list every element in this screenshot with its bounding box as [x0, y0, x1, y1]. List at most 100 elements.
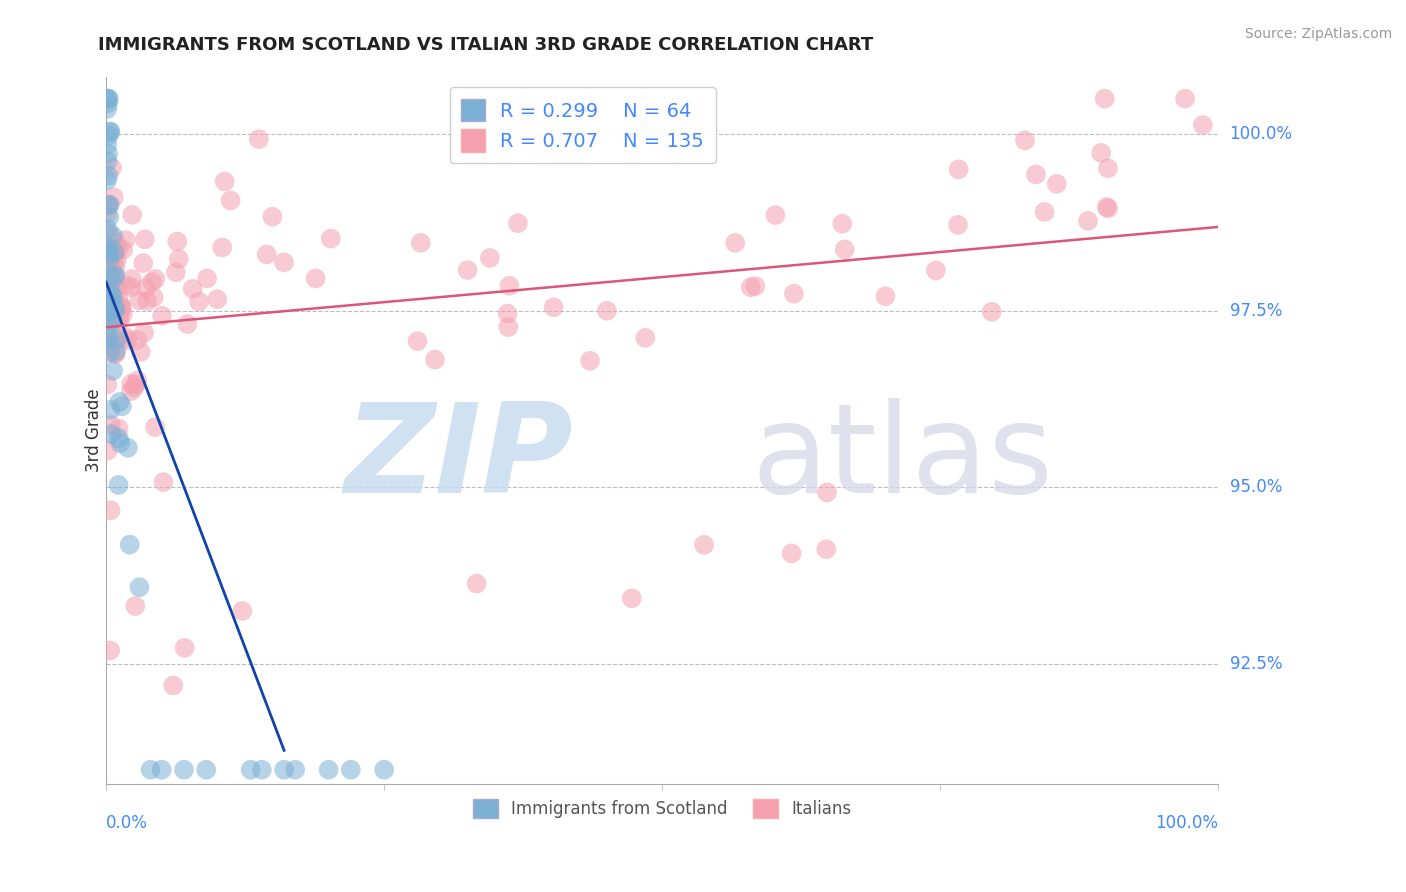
Point	[1077, 214, 1099, 228]
Point	[108, 395, 131, 409]
Point	[114, 233, 136, 247]
Legend: Immigrants from Scotland, Italians: Immigrants from Scotland, Italians	[467, 792, 858, 825]
Text: Source: ZipAtlas.com: Source: ZipAtlas.com	[1244, 27, 1392, 41]
Point	[104, 244, 127, 258]
Point	[128, 580, 150, 594]
Point	[97, 443, 120, 458]
Point	[104, 303, 127, 318]
Point	[834, 243, 856, 257]
Point	[143, 420, 166, 434]
Point	[318, 763, 340, 777]
Point	[1097, 201, 1119, 215]
Point	[117, 333, 139, 347]
Point	[107, 478, 129, 492]
Point	[100, 427, 122, 442]
Point	[110, 436, 132, 450]
Point	[262, 210, 284, 224]
Point	[815, 485, 838, 500]
Point	[409, 235, 432, 250]
Point	[96, 328, 118, 343]
Point	[97, 96, 120, 111]
Text: 92.5%: 92.5%	[1230, 655, 1282, 673]
Point	[97, 306, 120, 320]
Point	[97, 285, 120, 300]
Point	[100, 289, 122, 303]
Point	[173, 763, 195, 777]
Point	[136, 294, 159, 309]
Point	[780, 546, 803, 560]
Point	[1174, 92, 1197, 106]
Point	[98, 252, 121, 267]
Point	[127, 333, 149, 347]
Point	[1033, 205, 1056, 219]
Point	[104, 347, 127, 361]
Point	[465, 576, 488, 591]
Point	[181, 282, 204, 296]
Point	[620, 591, 643, 606]
Point	[496, 320, 519, 334]
Point	[693, 538, 716, 552]
Point	[101, 271, 124, 285]
Point	[457, 263, 479, 277]
Point	[100, 417, 122, 432]
Point	[135, 281, 157, 295]
Y-axis label: 3rd Grade: 3rd Grade	[86, 389, 103, 473]
Point	[97, 244, 120, 258]
Point	[231, 604, 253, 618]
Point	[98, 227, 121, 241]
Point	[195, 271, 218, 285]
Text: ZIP: ZIP	[344, 399, 574, 519]
Point	[103, 270, 125, 285]
Text: IMMIGRANTS FROM SCOTLAND VS ITALIAN 3RD GRADE CORRELATION CHART: IMMIGRANTS FROM SCOTLAND VS ITALIAN 3RD …	[98, 36, 873, 54]
Point	[96, 277, 118, 291]
Point	[115, 331, 138, 345]
Point	[273, 763, 295, 777]
Point	[97, 304, 120, 318]
Text: 100.0%: 100.0%	[1230, 125, 1292, 143]
Point	[110, 302, 132, 317]
Point	[107, 292, 129, 306]
Point	[105, 344, 128, 359]
Point	[1097, 161, 1119, 176]
Point	[815, 542, 838, 557]
Point	[150, 309, 173, 323]
Point	[373, 763, 395, 777]
Point	[121, 208, 143, 222]
Point	[166, 235, 188, 249]
Point	[239, 763, 262, 777]
Point	[100, 299, 122, 313]
Point	[107, 243, 129, 257]
Point	[167, 252, 190, 266]
Point	[1014, 133, 1036, 147]
Point	[122, 380, 145, 394]
Point	[128, 293, 150, 308]
Point	[100, 293, 122, 308]
Point	[152, 475, 174, 489]
Point	[105, 282, 128, 296]
Point	[98, 125, 121, 139]
Point	[319, 231, 342, 245]
Text: 0.0%: 0.0%	[105, 814, 148, 832]
Point	[125, 377, 148, 392]
Point	[173, 640, 195, 655]
Point	[117, 441, 139, 455]
Point	[121, 272, 143, 286]
Point	[579, 354, 602, 368]
Point	[543, 301, 565, 315]
Point	[948, 162, 970, 177]
Point	[875, 289, 897, 303]
Point	[498, 278, 520, 293]
Point	[101, 290, 124, 304]
Point	[104, 345, 127, 359]
Point	[104, 268, 127, 283]
Point	[250, 763, 273, 777]
Point	[97, 333, 120, 347]
Point	[96, 251, 118, 265]
Point	[120, 280, 142, 294]
Point	[103, 281, 125, 295]
Point	[150, 763, 173, 777]
Point	[98, 210, 121, 224]
Point	[284, 763, 307, 777]
Point	[406, 334, 429, 348]
Point	[100, 313, 122, 327]
